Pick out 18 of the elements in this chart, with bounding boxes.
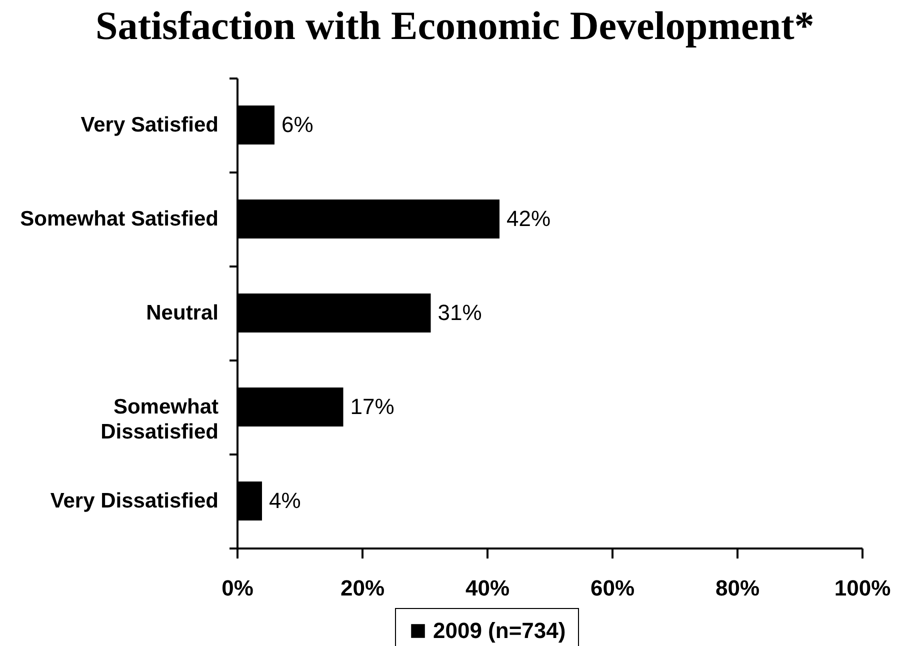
legend-label: 2009 (n=734) [433,618,566,643]
x-tick-label: 0% [222,576,254,600]
chart-title: Satisfaction with Economic Development* [95,3,814,48]
y-tick-label: Neutral [146,302,218,324]
y-tick-label: Very Satisfied [80,114,218,136]
x-tick-label: 20% [340,576,385,600]
x-tick-label: 100% [834,576,891,600]
data-label: 42% [506,206,551,231]
x-tick-label: 40% [465,576,510,600]
x-tick-label: 80% [715,576,760,600]
data-label: 17% [350,394,394,419]
y-tick-label: Somewhat Dissatisfied [100,396,218,444]
data-label: 6% [282,112,314,137]
data-label: 4% [269,488,301,513]
y-tick-label: Very Dissatisfied [50,490,218,512]
data-label: 31% [438,300,482,325]
x-tick-label: 60% [590,576,635,600]
y-tick-label: Somewhat Satisfied [20,208,218,230]
